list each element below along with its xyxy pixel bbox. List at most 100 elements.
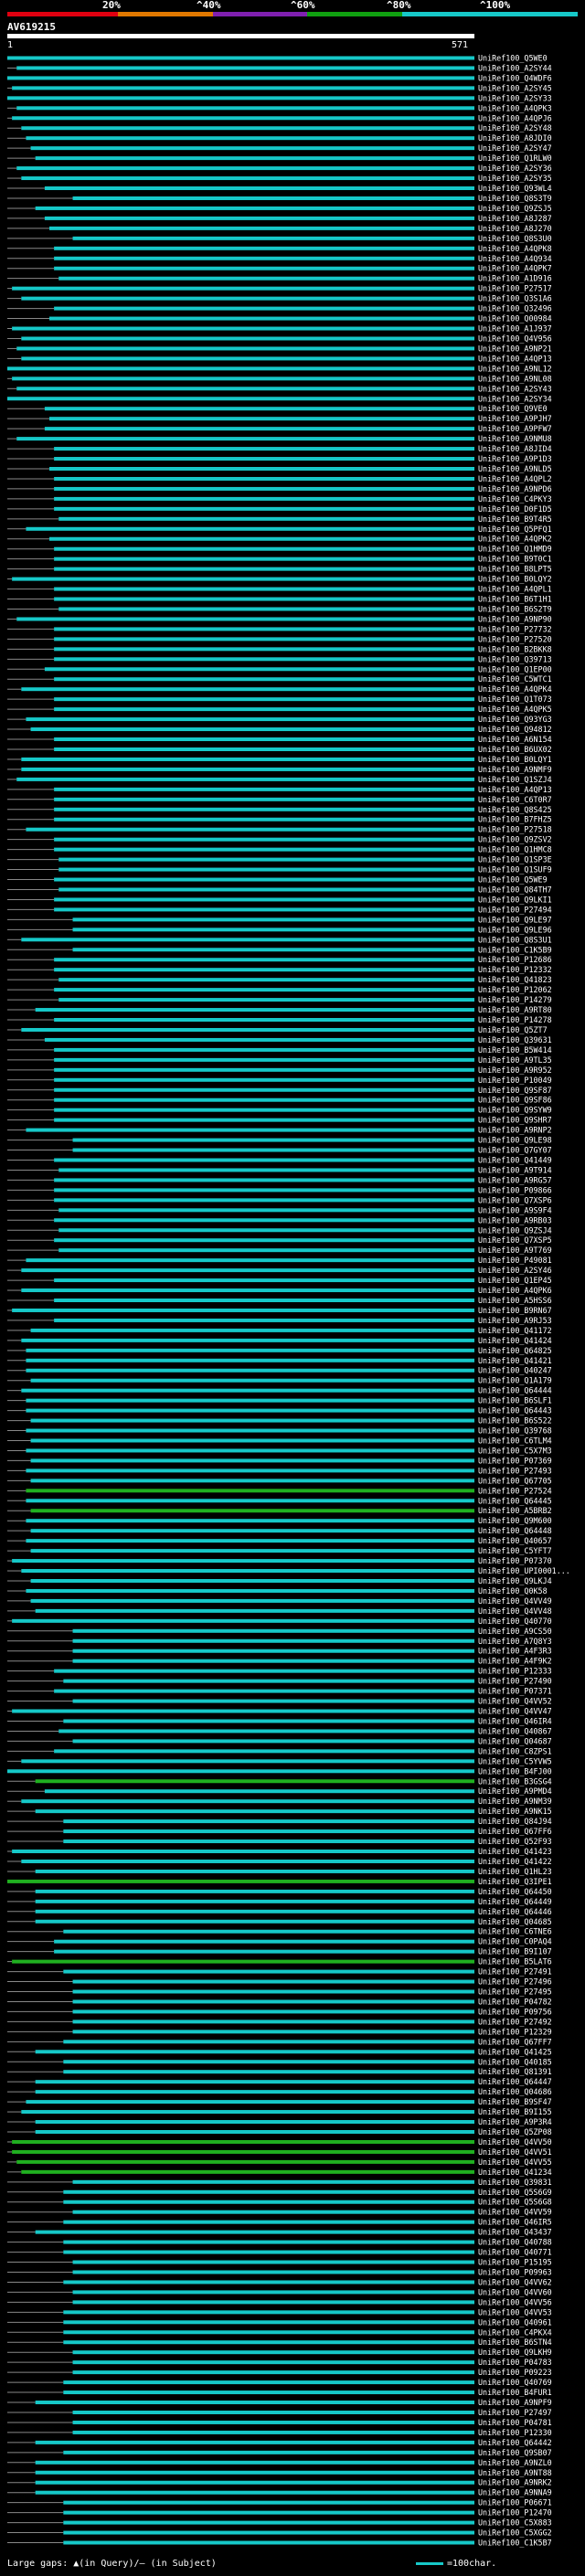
hit-label-204[interactable]: UniRef100_B9SF47 [478, 2097, 552, 2106]
hit-label-88[interactable]: UniRef100_Q8S3U1 [478, 935, 552, 944]
hit-label-44[interactable]: UniRef100_C4PKY3 [478, 494, 552, 504]
hit-bar-207[interactable] [35, 2130, 474, 2134]
hit-label-159[interactable]: UniRef100_A4F3R3 [478, 1647, 552, 1656]
hit-label-147[interactable]: UniRef100_Q64448 [478, 1526, 552, 1535]
hit-label-142[interactable]: UniRef100_Q67705 [478, 1476, 552, 1485]
hit-bar-53[interactable] [54, 587, 474, 591]
hit-bar-204[interactable] [26, 2100, 474, 2104]
hit-label-183[interactable]: UniRef100_Q64450 [478, 1887, 552, 1896]
hit-bar-69[interactable] [54, 747, 474, 751]
hit-bar-230[interactable] [72, 2360, 474, 2365]
hit-bar-100[interactable] [54, 1057, 474, 1062]
hit-bar-148[interactable] [26, 1539, 474, 1543]
hit-label-112[interactable]: UniRef100_A9RG57 [478, 1175, 552, 1184]
hit-label-207[interactable]: UniRef100_Q5ZP08 [478, 2127, 552, 2136]
hit-bar-201[interactable] [63, 2070, 474, 2074]
hit-bar-66[interactable] [26, 717, 474, 722]
hit-bar-5[interactable] [16, 106, 474, 111]
hit-label-8[interactable]: UniRef100_A8JDI0 [478, 133, 552, 143]
hit-bar-51[interactable] [54, 567, 474, 571]
hit-bar-114[interactable] [54, 1198, 474, 1203]
hit-bar-152[interactable] [30, 1578, 475, 1583]
hit-label-123[interactable]: UniRef100_A4QPK6 [478, 1286, 552, 1295]
hit-bar-48[interactable] [48, 536, 475, 541]
hit-bar-218[interactable] [63, 2240, 474, 2244]
hit-bar-86[interactable] [72, 917, 474, 922]
hit-bar-8[interactable] [26, 136, 474, 141]
hit-label-42[interactable]: UniRef100_A4QPL2 [478, 474, 552, 483]
hit-bar-30[interactable] [21, 356, 475, 361]
hit-label-208[interactable]: UniRef100_Q4VV50 [478, 2137, 552, 2147]
hit-label-248[interactable]: UniRef100_C1K5B7 [478, 2539, 552, 2548]
hit-label-150[interactable]: UniRef100_P07370 [478, 1556, 552, 1565]
hit-label-5[interactable]: UniRef100_A4QPK3 [478, 103, 552, 112]
hit-label-191[interactable]: UniRef100_P27491 [478, 1967, 552, 1977]
hit-bar-82[interactable] [54, 877, 474, 882]
hit-label-181[interactable]: UniRef100_Q1HL23 [478, 1867, 552, 1876]
hit-label-225[interactable]: UniRef100_Q4VV53 [478, 2307, 552, 2316]
hit-bar-205[interactable] [21, 2110, 475, 2115]
hit-label-129[interactable]: UniRef100_Q64825 [478, 1346, 552, 1355]
hit-bar-240[interactable] [35, 2460, 474, 2465]
hit-bar-85[interactable] [54, 907, 474, 912]
hit-label-48[interactable]: UniRef100_A4QPK2 [478, 535, 552, 544]
hit-label-242[interactable]: UniRef100_A9NRK2 [478, 2478, 552, 2487]
hit-label-115[interactable]: UniRef100_A9S9F4 [478, 1205, 552, 1214]
hit-bar-54[interactable] [54, 597, 474, 601]
hit-bar-141[interactable] [26, 1468, 474, 1473]
hit-label-89[interactable]: UniRef100_C1K5B9 [478, 945, 552, 954]
hit-bar-184[interactable] [35, 1899, 474, 1903]
hit-label-167[interactable]: UniRef100_Q40867 [478, 1726, 552, 1735]
hit-label-176[interactable]: UniRef100_Q84J94 [478, 1817, 552, 1826]
hit-label-162[interactable]: UniRef100_P27490 [478, 1677, 552, 1686]
hit-label-156[interactable]: UniRef100_Q40770 [478, 1617, 552, 1626]
hit-label-103[interactable]: UniRef100_Q9SF87 [478, 1086, 552, 1095]
hit-bar-176[interactable] [63, 1819, 474, 1824]
hit-label-170[interactable]: UniRef100_C5YVW5 [478, 1756, 552, 1765]
hit-label-224[interactable]: UniRef100_Q4VV56 [478, 2297, 552, 2306]
hit-bar-6[interactable] [12, 116, 475, 121]
hit-label-205[interactable]: UniRef100_B9I155 [478, 2107, 552, 2116]
hit-bar-35[interactable] [44, 407, 474, 411]
hit-label-28[interactable]: UniRef100_Q4V956 [478, 334, 552, 343]
hit-bar-16[interactable] [44, 216, 474, 220]
hit-label-202[interactable]: UniRef100_Q64447 [478, 2077, 552, 2086]
hit-label-93[interactable]: UniRef100_P12062 [478, 985, 552, 994]
hit-bar-234[interactable] [35, 2401, 474, 2405]
hit-label-173[interactable]: UniRef100_A9PMD4 [478, 1786, 552, 1796]
hit-label-52[interactable]: UniRef100_B0LQY2 [478, 575, 552, 584]
hit-label-73[interactable]: UniRef100_A4QP13 [478, 785, 552, 794]
hit-label-45[interactable]: UniRef100_D0F1D5 [478, 504, 552, 514]
hit-bar-140[interactable] [30, 1458, 475, 1463]
hit-bar-10[interactable] [35, 156, 474, 161]
hit-bar-128[interactable] [21, 1338, 475, 1342]
hit-bar-164[interactable] [72, 1699, 474, 1703]
hit-label-40[interactable]: UniRef100_A9P1D3 [478, 454, 552, 463]
hit-label-199[interactable]: UniRef100_Q41425 [478, 2047, 552, 2056]
hit-bar-245[interactable] [63, 2510, 474, 2515]
hit-label-54[interactable]: UniRef100_B6T1H1 [478, 595, 552, 604]
hit-bar-231[interactable] [72, 2370, 474, 2375]
hit-label-51[interactable]: UniRef100_B8LPT5 [478, 565, 552, 574]
hit-label-118[interactable]: UniRef100_Q7XSP5 [478, 1235, 552, 1245]
hit-bar-40[interactable] [54, 457, 474, 461]
hit-label-161[interactable]: UniRef100_P12333 [478, 1667, 552, 1676]
hit-bar-34[interactable] [7, 397, 474, 401]
hit-label-244[interactable]: UniRef100_P06671 [478, 2498, 552, 2507]
hit-bar-20[interactable] [54, 256, 474, 260]
hit-bar-139[interactable] [26, 1448, 474, 1453]
hit-label-232[interactable]: UniRef100_Q40769 [478, 2378, 552, 2387]
hit-label-189[interactable]: UniRef100_B9I107 [478, 1947, 552, 1956]
hit-bar-180[interactable] [21, 1859, 475, 1863]
hit-bar-194[interactable] [72, 1999, 474, 2004]
hit-label-76[interactable]: UniRef100_B7FHZ5 [478, 815, 552, 824]
hit-bar-42[interactable] [54, 476, 474, 481]
hit-bar-138[interactable] [30, 1438, 475, 1443]
hit-label-174[interactable]: UniRef100_A9NM39 [478, 1797, 552, 1806]
hit-bar-80[interactable] [58, 857, 475, 862]
hit-label-240[interactable]: UniRef100_A9NZL0 [478, 2458, 552, 2467]
hit-bar-126[interactable] [54, 1318, 474, 1322]
hit-bar-145[interactable] [30, 1509, 475, 1513]
hit-bar-166[interactable] [63, 1719, 474, 1723]
hit-bar-123[interactable] [21, 1288, 475, 1293]
